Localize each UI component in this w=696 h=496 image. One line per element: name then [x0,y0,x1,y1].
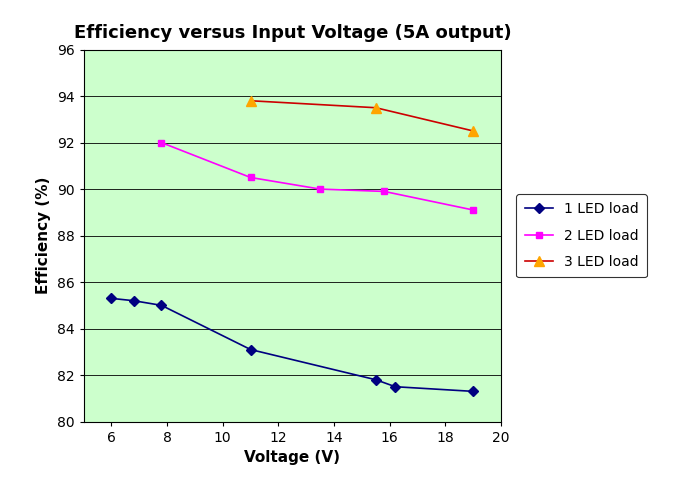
1 LED load [469,388,477,394]
1 LED load [157,303,166,309]
2 LED load [316,186,324,192]
3 LED load [469,128,477,134]
1 LED load [129,298,138,304]
2 LED load [157,139,166,145]
Title: Efficiency versus Input Voltage (5A output): Efficiency versus Input Voltage (5A outp… [74,24,511,43]
1 LED load [107,296,116,302]
Y-axis label: Efficiency (%): Efficiency (%) [36,177,52,294]
Line: 3 LED load: 3 LED load [246,96,478,136]
3 LED load [372,105,380,111]
1 LED load [372,377,380,383]
2 LED load [246,175,255,181]
X-axis label: Voltage (V): Voltage (V) [244,450,340,465]
Legend: 1 LED load, 2 LED load, 3 LED load: 1 LED load, 2 LED load, 3 LED load [516,194,647,277]
Line: 1 LED load: 1 LED load [108,295,477,395]
1 LED load [246,347,255,353]
1 LED load [391,384,400,390]
3 LED load [246,98,255,104]
2 LED load [380,188,388,194]
Line: 2 LED load: 2 LED load [158,139,477,213]
2 LED load [469,207,477,213]
